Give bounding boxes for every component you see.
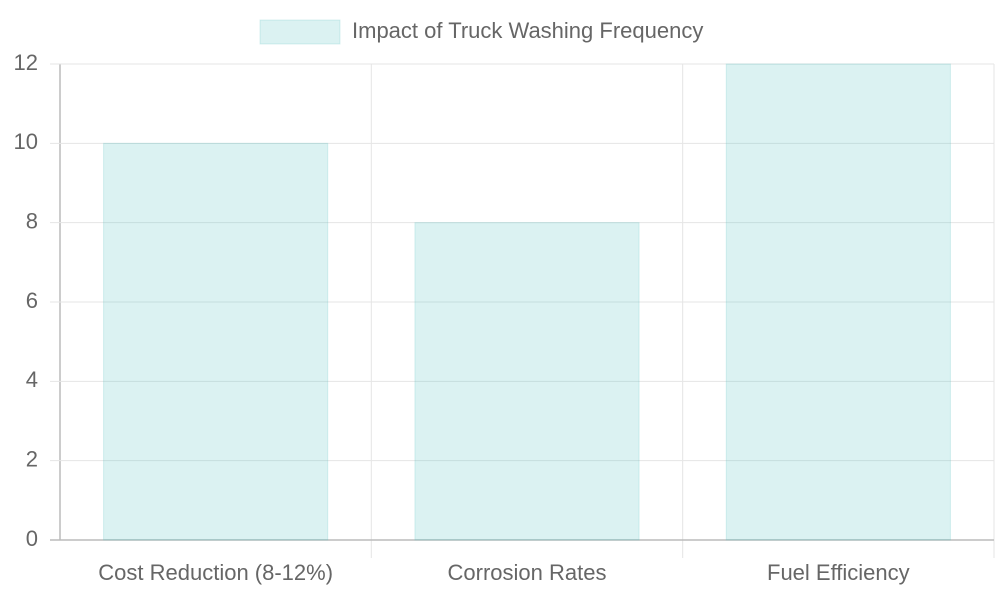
x-tick-label: Cost Reduction (8-12%) — [98, 560, 333, 585]
y-tick-label: 4 — [26, 367, 38, 392]
legend-swatch[interactable] — [259, 19, 341, 45]
y-tick-label: 12 — [14, 50, 38, 75]
y-tick-label: 6 — [26, 288, 38, 313]
x-tick-label: Fuel Efficiency — [767, 560, 910, 585]
x-tick-label: Corrosion Rates — [448, 560, 607, 585]
legend-label[interactable]: Impact of Truck Washing Frequency — [352, 18, 703, 43]
y-tick-label: 2 — [26, 446, 38, 471]
y-tick-label: 0 — [26, 526, 38, 551]
y-tick-label: 10 — [14, 129, 38, 154]
bar — [414, 222, 640, 541]
y-tick-label: 8 — [26, 208, 38, 233]
bar — [725, 63, 951, 541]
bar — [103, 142, 329, 541]
